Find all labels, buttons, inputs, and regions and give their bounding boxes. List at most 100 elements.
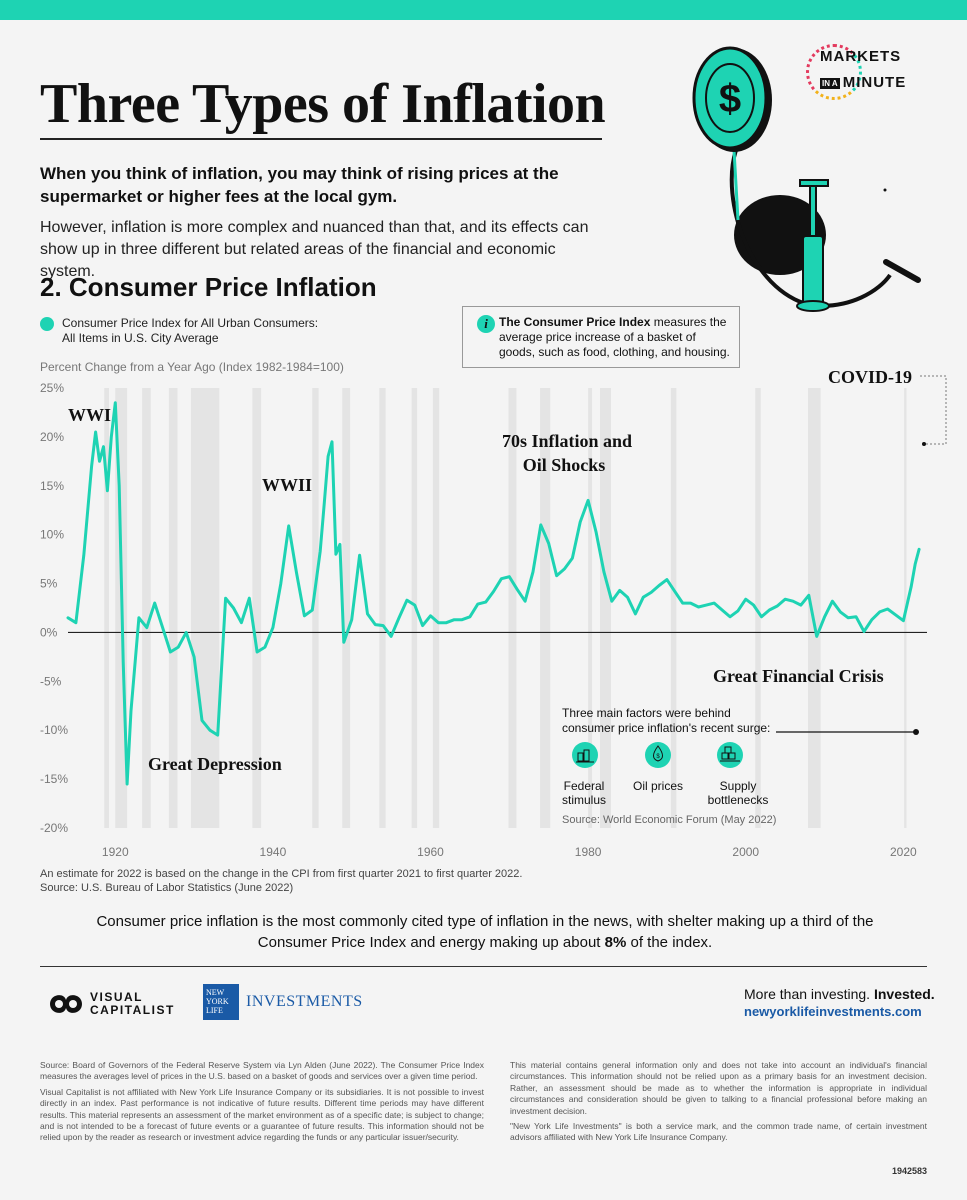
recession-band <box>312 388 319 828</box>
info-rest: measures the average price increase of a… <box>499 315 730 359</box>
cpi-chart-svg: Percent Change from a Year Ago (Index 19… <box>40 360 947 859</box>
factors-leader-dot <box>913 729 919 735</box>
cpi-info-box: i The Consumer Price Index measures the … <box>462 306 740 368</box>
recession-band <box>142 388 151 828</box>
intro-bold-text: When you think of inflation, you may thi… <box>40 164 559 206</box>
website-link[interactable]: newyorklifeinvestments.com <box>744 1004 922 1019</box>
factor-1-line2: stimulus <box>562 793 606 807</box>
recession-band <box>670 388 677 828</box>
logo-line1: MARKETS <box>820 48 902 65</box>
pump-icon <box>796 179 830 312</box>
tagline: More than investing. Invested. <box>744 986 935 1002</box>
annotation-covid: COVID-19 <box>828 367 912 387</box>
markets-in-a-minute-logo: MARKETS IN A MINUTE <box>806 40 936 104</box>
disclaimer-right: This material contains general informati… <box>510 1060 927 1148</box>
y-axis: 25% 20% 15% 10% 5% 0% -5% -10% -15% -20% <box>40 381 68 835</box>
dollar-balloon-icon: $ <box>692 46 772 152</box>
summary-bold: 8% <box>604 934 627 951</box>
tagline-plain: More than investing. <box>744 986 874 1002</box>
legend-label: Consumer Price Index for All Urban Consu… <box>62 316 318 346</box>
annotation-70s-line2: Oil Shocks <box>523 455 606 475</box>
intro-text: However, inflation is more complex and n… <box>40 219 589 280</box>
summary-before: Consumer price inflation is the most com… <box>96 913 874 951</box>
cpi-chart: Percent Change from a Year Ago (Index 19… <box>0 355 967 875</box>
stimulus-icon <box>572 742 598 768</box>
chart-legend: Consumer Price Index for All Urban Consu… <box>40 316 340 350</box>
y-tick-label: -5% <box>40 674 62 688</box>
visual-capitalist-wordmark: VISUAL CAPITALIST <box>90 991 175 1017</box>
info-text: The Consumer Price Index measures the av… <box>499 315 735 360</box>
disclaimer-left-p1: Source: Board of Governors of the Federa… <box>40 1060 484 1082</box>
info-bold: The Consumer Price Index <box>499 315 651 329</box>
top-accent-bar <box>0 0 967 20</box>
y-tick-label: -10% <box>40 723 68 737</box>
disclaimer-right-p1: This material contains general informati… <box>510 1060 927 1116</box>
annotation-wwi: WWI <box>68 405 111 425</box>
section-title: 2. Consumer Price Inflation <box>40 272 377 302</box>
recession-band <box>379 388 386 828</box>
title-divider <box>40 138 602 140</box>
x-tick-label: 2020 <box>890 845 917 859</box>
svg-text:$: $ <box>719 77 741 121</box>
tagline-bold: Invested. <box>873 986 935 1002</box>
recession-band <box>190 388 220 828</box>
vc-line2: CAPITALIST <box>90 1003 175 1017</box>
disclaimer-right-p2: "New York Life Investments" is both a se… <box>510 1121 927 1143</box>
y-tick-label: -20% <box>40 821 68 835</box>
factors-panel: Three main factors were behind consumer … <box>562 706 919 826</box>
recession-band <box>104 388 109 828</box>
x-tick-label: 2000 <box>732 845 759 859</box>
covid-leader-line <box>920 375 947 445</box>
summary-after: of the index. <box>626 934 713 951</box>
oil-icon: $ <box>645 742 671 768</box>
supply-icon <box>717 742 743 768</box>
logo-ring <box>806 44 862 100</box>
y-tick-label: 25% <box>40 381 64 395</box>
recession-band <box>540 388 551 828</box>
recession-band <box>588 388 593 828</box>
y-tick-label: 10% <box>40 528 64 542</box>
nyl-investments-wordmark: INVESTMENTS <box>246 993 363 1010</box>
factors-title-line2: consumer price inflation's recent surge: <box>562 721 770 735</box>
annotation-wwii: WWII <box>262 475 312 495</box>
recession-band <box>755 388 761 828</box>
document-code: 1942583 <box>891 1166 927 1176</box>
factors-source: Source: World Economic Forum (May 2022) <box>562 814 776 826</box>
y-tick-label: 0% <box>40 625 58 639</box>
recession-band <box>342 388 351 828</box>
info-icon: i <box>477 315 495 333</box>
x-tick-label: 1920 <box>102 845 129 859</box>
factor-3-line2: bottlenecks <box>708 793 769 807</box>
x-tick-label: 1960 <box>417 845 444 859</box>
svg-text:$: $ <box>656 754 660 760</box>
annotation-great-depression: Great Depression <box>148 754 282 774</box>
pump-hose-icon <box>729 149 892 308</box>
disclaimer-left-p2: Visual Capitalist is not affiliated with… <box>40 1086 484 1143</box>
chart-footnote: An estimate for 2022 is based on the cha… <box>40 867 522 895</box>
factor-2-line1: Oil prices <box>633 779 683 793</box>
recession-band <box>808 388 821 828</box>
logo-small-text: IN A <box>820 77 840 89</box>
annotation-70s-line1: 70s Inflation and <box>502 431 632 451</box>
pump-handle-icon <box>883 259 921 283</box>
vc-line1: VISUAL <box>90 990 144 1004</box>
disclaimer-left: Source: Board of Governors of the Federa… <box>40 1060 484 1148</box>
x-tick-label: 1940 <box>260 845 287 859</box>
legend-label-line1: Consumer Price Index for All Urban Consu… <box>62 316 319 330</box>
recession-band <box>252 388 262 828</box>
footnote-line1: An estimate for 2022 is based on the cha… <box>40 868 523 880</box>
annotation-gfc: Great Financial Crisis <box>713 666 884 686</box>
page-title: Three Types of Inflation <box>40 73 606 135</box>
chart-subtitle: Percent Change from a Year Ago (Index 19… <box>40 360 344 374</box>
logo-line2: IN A MINUTE <box>820 74 906 91</box>
factor-3-line1: Supply <box>720 779 757 793</box>
factor-1-line1: Federal <box>564 779 605 793</box>
factors-title-line1: Three main factors were behind <box>562 706 731 720</box>
balloon-pump-illustration: $ <box>690 40 930 320</box>
x-tick-label: 1980 <box>575 845 602 859</box>
footer-divider <box>40 966 927 967</box>
y-tick-label: 15% <box>40 479 64 493</box>
y-tick-label: 20% <box>40 430 64 444</box>
legend-swatch <box>40 317 54 331</box>
recession-band <box>599 388 611 828</box>
